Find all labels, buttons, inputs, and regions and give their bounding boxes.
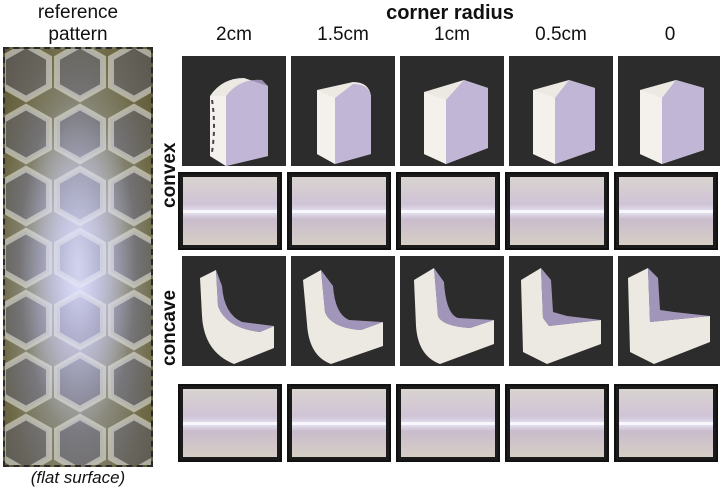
reference-title-line2: pattern [48, 24, 108, 45]
photo-convex-0 [618, 56, 720, 166]
photo-concave-0-5cm [509, 256, 613, 366]
pattern-strip-concave-1cm [396, 384, 500, 462]
photo-convex-1-5cm [291, 56, 395, 166]
row-label-concave: concave [159, 289, 180, 366]
pattern-strip-convex-1-5cm [287, 172, 391, 250]
photo-convex-2cm [182, 56, 286, 166]
pattern-strip-convex-1cm [396, 172, 500, 250]
pattern-strip-concave-1-5cm [287, 384, 391, 462]
photo-concave-1cm [400, 256, 504, 366]
column-label-2cm: 2cm [216, 24, 252, 45]
reference-pattern-image [3, 47, 153, 467]
photo-convex-1cm [400, 56, 504, 166]
column-label-1cm: 1cm [434, 24, 470, 45]
pattern-strip-convex-0 [614, 172, 718, 250]
photo-concave-1-5cm [291, 256, 395, 366]
hexagon-pattern-graphic [5, 49, 151, 465]
pattern-strip-concave-0 [614, 384, 718, 462]
photo-convex-0-5cm [509, 56, 613, 166]
column-label-1-5cm: 1.5cm [317, 24, 369, 45]
pattern-strip-convex-2cm [178, 172, 282, 250]
column-label-0-5cm: 0.5cm [535, 24, 587, 45]
column-label-0: 0 [664, 24, 676, 45]
pattern-strip-concave-0-5cm [505, 384, 609, 462]
corner-radius-header: corner radius [386, 2, 514, 24]
reference-caption: (flat surface) [30, 468, 126, 487]
photo-concave-0 [618, 256, 720, 366]
pattern-strip-concave-2cm [178, 384, 282, 462]
reference-title: reference pattern [0, 2, 156, 46]
pattern-strip-convex-0-5cm [505, 172, 609, 250]
reference-title-line1: reference [37, 2, 119, 23]
photo-concave-2cm [182, 256, 286, 366]
